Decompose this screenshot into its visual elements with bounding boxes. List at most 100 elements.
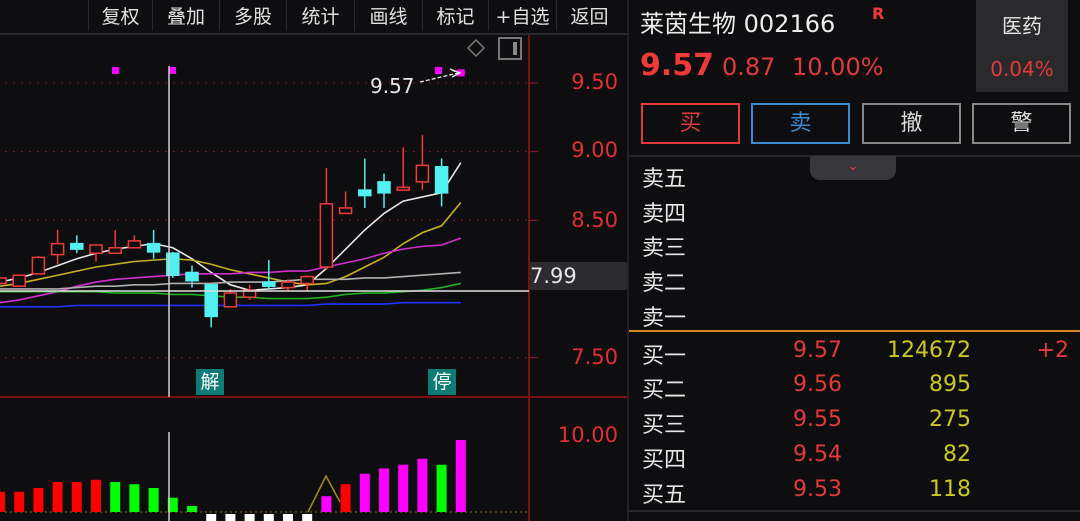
bid-ask-divider [629,330,1080,332]
toolbar-draw-line[interactable]: 画线 [354,0,422,31]
toolbar-add-watchlist[interactable]: +自选 [488,0,556,31]
ma10-line [0,201,462,287]
bid-volume: 124672 [887,338,971,363]
bid-volume: 118 [929,477,971,502]
unlock-marker[interactable]: 解 [196,369,224,395]
volume-bar [14,491,25,512]
volume-bar [91,479,101,512]
candle-body [262,281,276,287]
divider [629,510,1080,512]
panel-divider [627,0,629,521]
bid-row: 买一 9.57 124672 +2 [642,335,1072,369]
toolbar-statistics[interactable]: 统计 [286,0,354,31]
panel-toggle-icon[interactable] [498,37,522,60]
bid-row: 买二 9.56 895 [642,369,1072,403]
cancel-order-button[interactable]: 撤 [862,103,961,144]
sell-button[interactable]: 卖 [751,103,850,144]
stock-code: 002166 [743,10,836,38]
candle-body [415,164,430,183]
volume-bar [359,473,370,512]
y-tick-label: 8.50 [571,208,618,232]
candle-body [89,244,103,255]
alert-button[interactable]: 警 [972,103,1071,144]
candle-body [319,203,334,268]
y-tick-label: 9.50 [571,70,618,94]
candle-body [434,166,449,194]
toolbar-divider [0,33,628,35]
candle-body [300,275,314,285]
bid-label: 买一 [642,344,687,369]
ma20-line [0,237,462,304]
volume-bar [379,468,389,512]
diamond-icon[interactable] [466,38,486,58]
candle-body [12,274,26,287]
volume-bar [244,514,255,521]
bid-label: 买三 [642,413,687,438]
bid-price: 9.54 [793,442,842,467]
bid-row: 买五 9.53 118 [642,474,1072,508]
panel-toggle-icon-bar [513,42,517,55]
sector-change: 0.04% [990,57,1054,81]
candle-body [0,277,7,285]
stock-title: 莱茵生物 002166 [640,4,835,39]
suspend-marker[interactable]: 停 [428,369,456,395]
price-change: 0.87 [722,53,776,81]
ask-label: 卖五 [642,167,687,192]
candle-body [377,181,391,194]
signal-marker [435,67,442,74]
volume-bar [206,514,217,521]
sector-box[interactable]: 医药 0.04% [976,0,1068,92]
ma5-line [0,162,462,292]
volume-bar [283,514,293,521]
volume-bar [455,440,466,512]
candle-body [223,292,238,308]
volume-bar [52,482,63,512]
toolbar-back[interactable]: 返回 [556,0,622,31]
bid-delta: +2 [1036,338,1069,363]
margin-badge: R [872,4,885,23]
candle-body [281,281,295,289]
kline-chart[interactable] [0,0,628,521]
candle-body [204,284,218,318]
ask-label: 卖二 [642,271,687,296]
volume-bar [302,514,313,521]
y-tick-label: 9.00 [571,138,618,162]
bid-volume: 275 [929,407,971,432]
bid-volume: 82 [943,442,971,467]
candle-body [31,256,46,275]
ask-row: 卖五 [642,158,1072,192]
price-change-percent: 10.00% [792,53,884,81]
price-annotation: 9.57 [370,74,415,98]
sector-name: 医药 [1002,14,1042,38]
last-price: 9.57 [640,48,715,83]
volume-indicator-line [307,474,341,513]
toolbar-restore-rights[interactable]: 复权 [88,0,152,31]
candle-body [70,242,84,250]
volume-bar [417,458,428,512]
bid-price: 9.57 [793,338,842,363]
candle-body [127,240,142,249]
expand-toggle[interactable]: ⌄ [810,156,896,180]
candle-body [146,242,161,253]
volume-bar [129,484,140,512]
volume-bar [398,464,409,512]
volume-tick-label: 10.00 [557,423,618,447]
crosshair-price-label: 7.99 [530,262,628,290]
toolbar-multi-stock[interactable]: 多股 [219,0,286,31]
bid-volume: 895 [929,372,971,397]
bid-price: 9.55 [793,407,842,432]
volume-bar [187,506,197,512]
volume-bar [167,497,178,512]
bid-price: 9.53 [793,477,842,502]
volume-bar [321,496,332,512]
volume-bar [0,491,5,512]
candle-body [50,242,65,256]
stock-name: 莱茵生物 [640,10,736,38]
toolbar-mark[interactable]: 标记 [422,0,488,31]
annotation-arrow-icon [449,68,462,78]
ask-label: 卖三 [642,236,687,261]
volume-bar [33,488,44,512]
buy-button[interactable]: 买 [641,103,740,144]
toolbar-overlay[interactable]: 叠加 [152,0,219,31]
ask-row: 卖三 [642,227,1072,261]
